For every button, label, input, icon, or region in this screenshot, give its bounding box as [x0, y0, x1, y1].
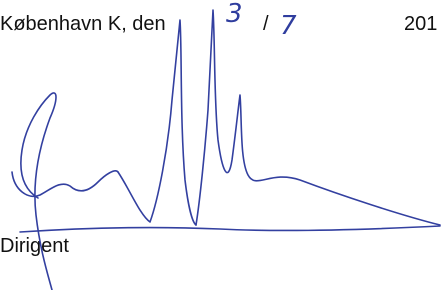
- handwritten-day: 3: [226, 0, 243, 29]
- signature: [12, 10, 440, 290]
- place-date: København K, den: [0, 13, 166, 35]
- signature-stroke: [20, 226, 440, 232]
- year: 201: [404, 13, 437, 35]
- signature-stroke: [21, 93, 56, 290]
- date-separator: /: [263, 13, 269, 35]
- signature-stroke: [118, 20, 196, 225]
- handwritten-month: 7: [280, 11, 297, 41]
- signature-stroke: [12, 171, 118, 196]
- document: København K, den 3 / 7 201 Dirigent: [0, 0, 441, 290]
- role-label: Dirigent: [0, 235, 69, 257]
- signature-stroke: [196, 10, 440, 225]
- page: {"header": {"place_date": "København K, …: [0, 0, 441, 290]
